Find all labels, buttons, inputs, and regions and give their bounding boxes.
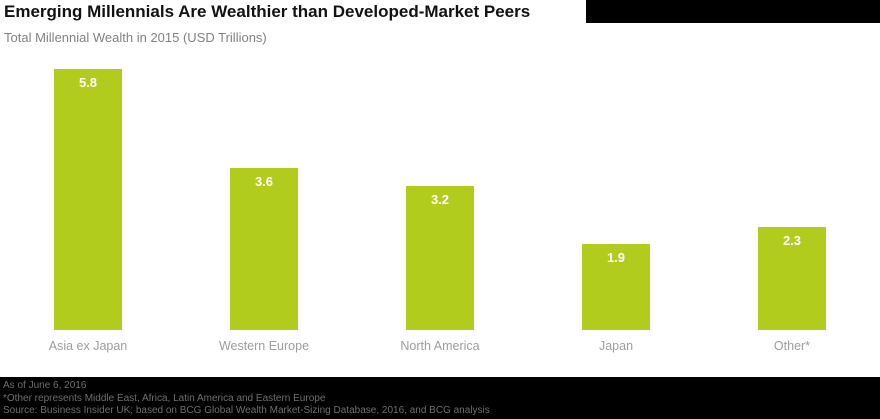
bar-group-north-america: 3.2: [352, 60, 528, 330]
chart-title: Emerging Millennials Are Wealthier than …: [4, 2, 531, 21]
chart-subtitle: Total Millennial Wealth in 2015 (USD Tri…: [4, 30, 267, 45]
footer-other-definition: *Other represents Middle East, Africa, L…: [3, 392, 326, 404]
bar-asia-ex-japan: 5.8: [54, 69, 122, 330]
bar-western-europe: 3.6: [230, 168, 298, 330]
x-axis-label-asia-ex-japan: Asia ex Japan: [48, 339, 128, 353]
bar-chart: 5.8 3.6 3.2 1.9 2.3: [0, 60, 880, 330]
footer-as-of-date: As of June 6, 2016: [3, 380, 87, 391]
x-axis-label-western-europe: Western Europe: [218, 339, 310, 353]
bar-value-label: 3.6: [254, 174, 274, 189]
x-axis-labels: Asia ex Japan Western Europe North America…: [0, 339, 880, 353]
bar-group-japan: 1.9: [528, 60, 704, 330]
bar-value-label: 5.8: [78, 75, 98, 90]
bar-value-label: 3.2: [430, 192, 450, 207]
x-axis-label-other: Other*: [773, 339, 811, 353]
x-axis-label-japan: Japan: [598, 339, 634, 353]
top-right-transparent-area: [586, 0, 880, 23]
footer-source: Source: Business Insider UK; based on BC…: [3, 405, 490, 416]
bar-value-label: 2.3: [782, 233, 802, 248]
bar-japan: 1.9: [582, 244, 650, 330]
bar-group-western-europe: 3.6: [176, 60, 352, 330]
bar-group-asia-ex-japan: 5.8: [0, 60, 176, 330]
bar-other: 2.3: [758, 227, 826, 330]
footer-notes: As of June 6, 2016 *Other represents Mid…: [0, 377, 880, 419]
bar-group-other: 2.3: [704, 60, 880, 330]
bar-north-america: 3.2: [406, 186, 474, 330]
x-axis-label-north-america: North America: [400, 339, 480, 353]
bar-value-label: 1.9: [606, 250, 626, 265]
